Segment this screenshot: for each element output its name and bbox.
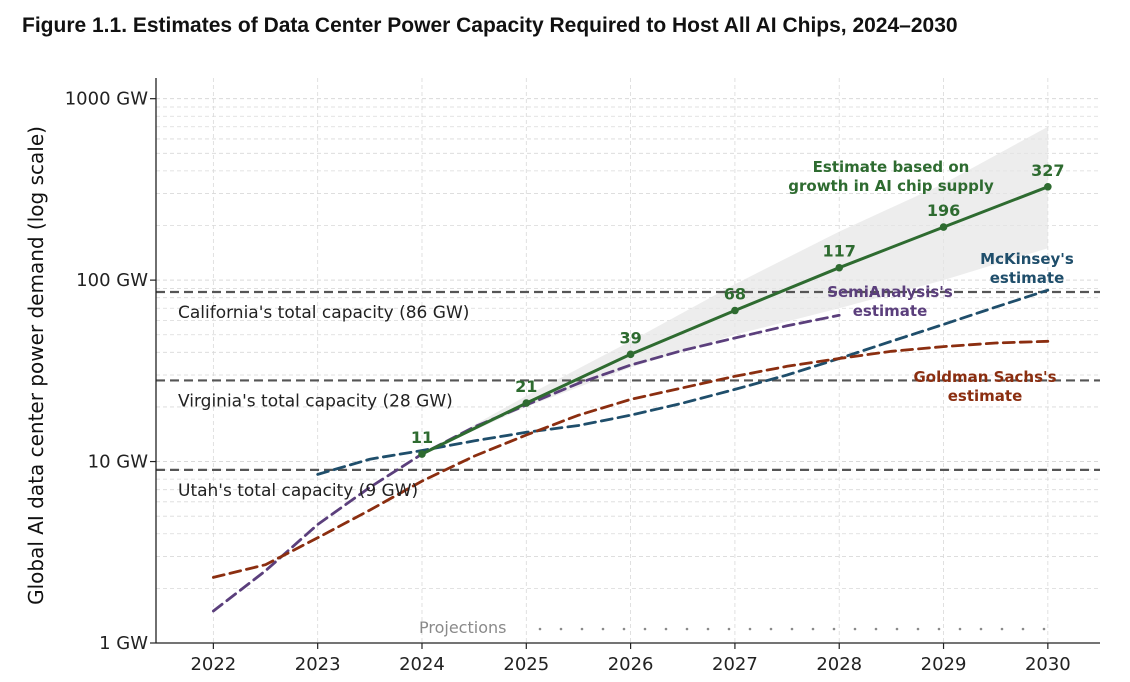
projections-annotation: Projections [419,618,506,637]
chip-supply-point [522,399,531,407]
california-capacity-label: California's total capacity (86 GW) [178,303,469,323]
x-tick-label: 2022 [190,654,236,675]
x-tick-label: 2029 [921,654,967,675]
x-tick-label: 2028 [816,654,862,675]
projections-dot [727,627,731,631]
utah-capacity-label: Utah's total capacity (9 GW) [178,481,418,501]
chip-supply-point [1044,182,1052,191]
projections-dot [1042,627,1046,631]
projections-dot [538,627,542,631]
chip-supply-data-label: 117 [823,242,856,261]
chip_supply-series-label: growth in AI chip supply [788,177,994,195]
projections-dot [769,627,773,631]
x-tick-label: 2027 [712,654,758,675]
projections-dot [748,627,752,631]
grid [156,78,1100,644]
chip-supply-point [731,306,739,315]
projections-dot [874,627,878,631]
mckinsey-line [316,288,1050,476]
goldman-series-label: estimate [948,387,1023,405]
chip-supply-data-label: 196 [927,201,960,220]
x-tick-label: 2025 [503,654,549,675]
axes: 1 GW 10 GW 100 GW 1000 GW 2022 2023 2024 2025 20… [24,78,1100,675]
projections-dot [664,627,668,631]
chip-supply-point [939,223,948,231]
chip-supply-data-label: 39 [619,328,641,347]
projections-dot [916,627,920,631]
chip-supply-data-label: 11 [411,428,433,447]
projections-dot [811,627,815,631]
projections-dot [1021,627,1025,631]
projections-dot [895,627,899,631]
mckinsey-series-label: McKinsey's [980,250,1074,268]
y-tick-label: 1 GW [99,633,148,654]
x-tick-label: 2026 [608,654,654,675]
projections-dot [832,627,836,631]
projections-dot [643,627,647,631]
chip-supply-point [626,350,635,359]
labels: 11 21 39 68 117 196 327 California's total capa… [178,158,1074,637]
projections-dot [580,627,584,631]
x-tick-label: 2024 [399,654,445,675]
mckinsey-series-label: estimate [990,269,1065,287]
x-tick-label: 2023 [295,654,341,675]
chip-supply-point [418,450,426,458]
uncertainty-band [422,126,1048,455]
chip_supply-series-label: Estimate based on [813,158,970,176]
x-tick-label: 2030 [1025,654,1071,675]
projections-dot [706,627,710,631]
semianalysis-series-label: estimate [853,302,928,320]
projections-dot [1000,627,1004,631]
projections-dot [979,627,983,631]
chip-supply-data-label: 21 [515,377,537,396]
series-lines [212,182,1052,613]
chip-supply-data-label: 68 [724,285,746,304]
virginia-capacity-label: Virginia's total capacity (28 GW) [178,391,453,411]
projections-dot [622,627,626,631]
projections-dot [601,627,605,631]
goldman-series-label: Goldman Sachs's [913,368,1056,386]
figure-title: Figure 1.1. Estimates of Data Center Pow… [22,14,958,37]
projections-dot [958,627,962,631]
reference-lines [156,290,1100,471]
y-tick-label: 100 GW [76,270,148,291]
projections-dot [790,627,794,631]
estimate-range-band [422,126,1048,455]
chip-supply-point [835,263,844,272]
projections-dot [685,627,689,631]
projections-dot [559,627,563,631]
goldman-line [212,339,1050,579]
y-tick-label: 1000 GW [65,89,148,110]
chip-supply-data-label: 327 [1031,161,1064,180]
projections-dot [853,627,857,631]
y-axis-label: Global AI data center power demand (log … [24,126,48,605]
projections-dot [937,627,941,631]
y-tick-label: 10 GW [88,452,149,473]
semianalysis-series-label: SemiAnalysis's [827,283,953,301]
